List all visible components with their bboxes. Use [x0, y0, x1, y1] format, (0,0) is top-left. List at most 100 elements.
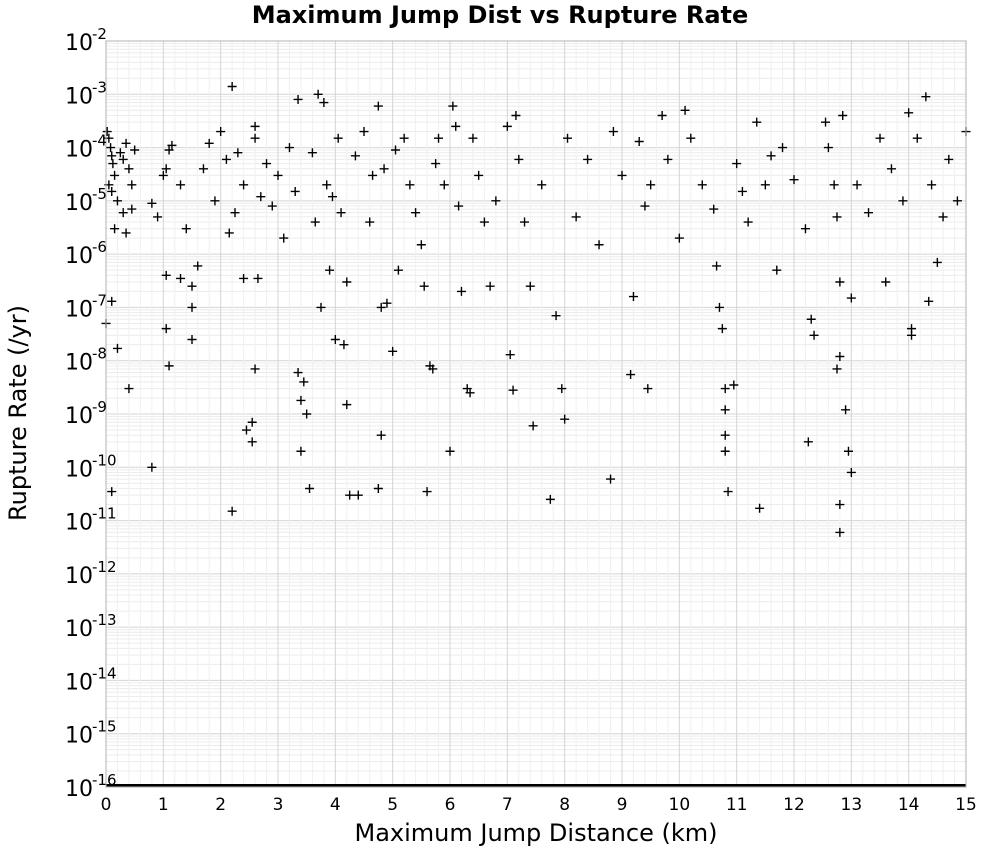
data-point: [712, 261, 722, 271]
y-tick-label: 10 -9: [65, 398, 107, 429]
data-point: [952, 196, 962, 206]
x-tick-label: 4: [330, 795, 341, 815]
y-tick-label: 10 -10: [65, 451, 117, 482]
data-point: [485, 281, 495, 291]
data-point: [204, 138, 214, 148]
data-point: [262, 159, 272, 169]
x-tick-label: 3: [273, 795, 284, 815]
data-point: [227, 81, 237, 91]
data-point: [273, 170, 283, 180]
y-tick-exponent: -15: [92, 718, 117, 736]
y-tick-label: 10 -12: [65, 558, 117, 589]
data-point: [428, 364, 438, 374]
plot-frame: [105, 40, 967, 788]
data-point: [167, 140, 177, 150]
data-point: [127, 204, 137, 214]
data-point: [456, 286, 466, 296]
data-point: [164, 361, 174, 371]
y-tick-exponent: -3: [92, 78, 107, 96]
data-point: [545, 494, 555, 504]
data-point: [112, 196, 122, 206]
data-point: [399, 133, 409, 143]
y-tick-base: 10: [65, 191, 93, 216]
data-point: [626, 370, 636, 380]
y-tick-base: 10: [65, 138, 93, 163]
data-point: [806, 314, 816, 324]
data-point: [838, 110, 848, 120]
data-point: [760, 180, 770, 190]
data-point: [829, 180, 839, 190]
x-tick-label: 7: [502, 795, 513, 815]
data-point: [187, 302, 197, 312]
data-point: [835, 500, 845, 510]
data-point: [821, 117, 831, 127]
x-tick-label: 12: [783, 795, 805, 815]
y-tick-label: 10 -2: [65, 25, 107, 56]
data-point: [316, 302, 326, 312]
data-point: [537, 180, 547, 190]
data-point: [187, 335, 197, 345]
y-tick-exponent: -2: [92, 25, 107, 43]
x-tick-label: 13: [841, 795, 863, 815]
data-point: [809, 330, 819, 340]
data-point: [296, 395, 306, 405]
y-tick-label: 10 -14: [65, 664, 117, 695]
y-tick-label: 10 -11: [65, 505, 117, 536]
data-point: [843, 446, 853, 456]
y-tick-base: 10: [65, 244, 93, 269]
data-point: [290, 186, 300, 196]
data-point: [373, 101, 383, 111]
y-tick-exponent: -11: [92, 505, 117, 523]
data-point: [714, 302, 724, 312]
data-point: [322, 180, 332, 190]
data-point: [800, 224, 810, 234]
data-point: [147, 198, 157, 208]
data-point: [239, 180, 249, 190]
data-point: [115, 148, 125, 158]
data-point: [924, 296, 934, 306]
data-point: [737, 186, 747, 196]
data-point: [187, 281, 197, 291]
y-tick-exponent: -10: [92, 451, 117, 469]
data-point: [634, 137, 644, 146]
data-point: [405, 180, 415, 190]
data-point: [107, 186, 117, 196]
y-tick-base: 10: [65, 351, 93, 376]
data-point: [422, 487, 432, 497]
x-tick-label: 1: [158, 795, 169, 815]
y-tick-label: 10 -7: [65, 291, 107, 322]
data-point: [723, 487, 733, 497]
data-point: [491, 196, 501, 206]
data-point: [305, 483, 315, 493]
data-point: [233, 148, 243, 158]
data-point: [247, 437, 257, 447]
data-point: [112, 343, 122, 353]
data-point: [221, 154, 231, 164]
data-point: [330, 335, 340, 345]
data-point: [551, 311, 561, 321]
data-point: [789, 175, 799, 185]
y-tick-label: 10 -15: [65, 718, 117, 749]
data-point: [313, 89, 323, 99]
data-point: [646, 180, 656, 190]
x-tick-label: 0: [101, 795, 112, 815]
data-point: [823, 143, 833, 153]
data-point: [359, 127, 369, 137]
data-point: [557, 384, 567, 394]
data-point: [938, 212, 948, 222]
y-axis-label: Rupture Rate (/yr): [4, 305, 32, 521]
data-point: [583, 154, 593, 164]
data-point: [127, 180, 137, 190]
data-point: [628, 292, 638, 302]
data-point: [161, 324, 171, 334]
chart-title: Maximum Jump Dist vs Rupture Rate: [252, 1, 749, 29]
data-point: [130, 145, 140, 155]
data-point: [121, 138, 131, 148]
data-point: [153, 212, 163, 222]
data-point: [230, 208, 240, 218]
data-point: [454, 201, 464, 211]
data-point: [697, 180, 707, 190]
data-point: [342, 277, 352, 287]
data-point: [107, 296, 117, 306]
